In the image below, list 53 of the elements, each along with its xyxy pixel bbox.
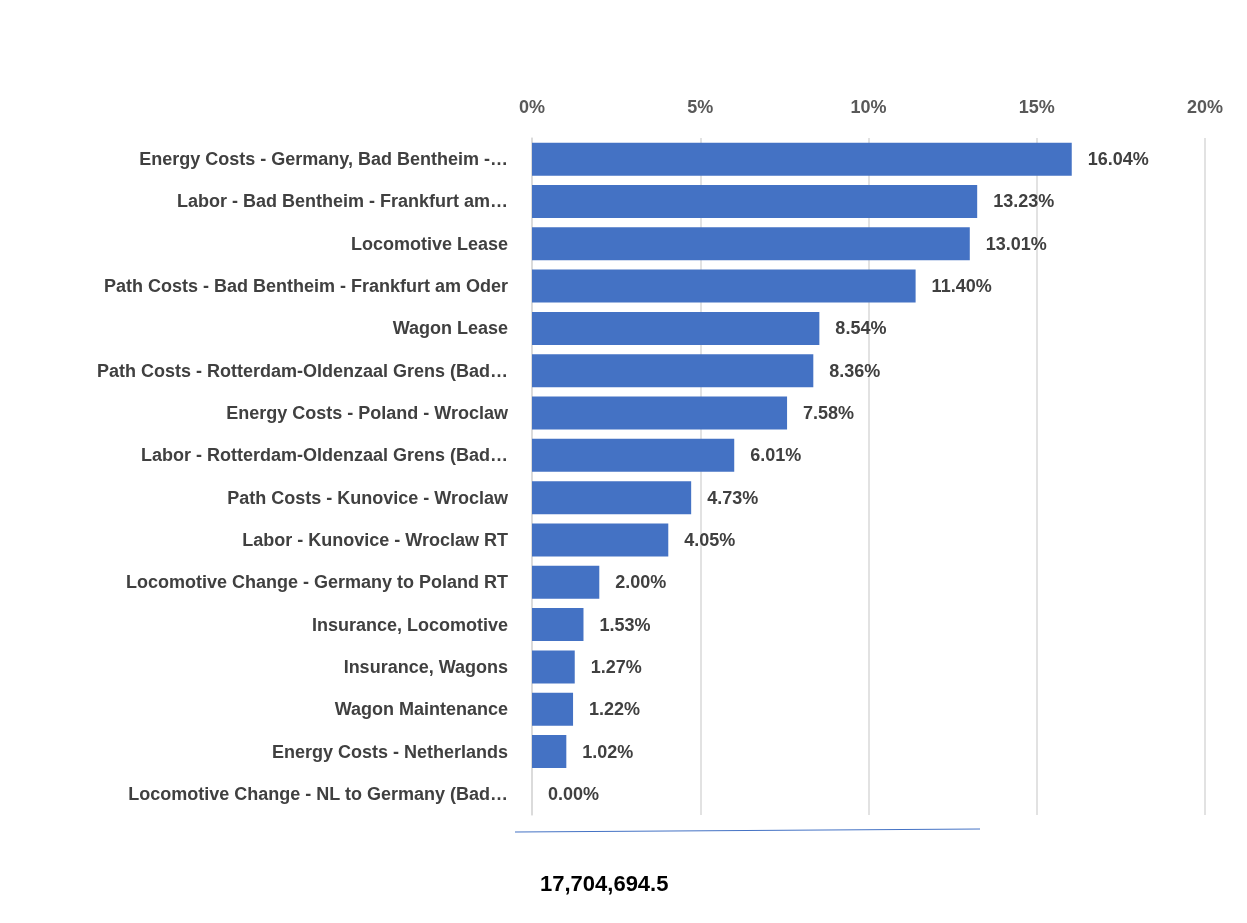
- data-label: 2.00%: [615, 572, 667, 593]
- y-tick-label: Wagon Lease: [392, 318, 508, 339]
- text: 17,704,694.5: [540, 870, 669, 896]
- y-tick-label: Energy Costs - Netherlands: [271, 741, 508, 762]
- bar: [532, 650, 575, 684]
- y-tick-label: Insurance, Locomotive: [311, 614, 508, 635]
- data-label: 7.58%: [803, 403, 855, 424]
- y-tick-label: Locomotive Change - Germany to Poland RT: [125, 572, 508, 593]
- y-tick-label: Wagon Maintenance: [334, 699, 508, 720]
- bar: [532, 354, 814, 388]
- data-label: 6.01%: [750, 445, 802, 466]
- data-label: 1.02%: [582, 741, 634, 762]
- data-label: 13.23%: [993, 191, 1055, 212]
- bar: [532, 481, 692, 515]
- data-label: 8.54%: [835, 318, 887, 339]
- data-label: 0.00%: [548, 783, 600, 804]
- data-label: 8.36%: [829, 360, 881, 381]
- y-tick-label: Locomotive Change - NL to Germany (Bad…: [128, 783, 508, 804]
- data-label: 4.05%: [684, 529, 736, 550]
- data-label: 1.53%: [599, 614, 651, 635]
- data-label: 13.01%: [985, 233, 1047, 254]
- x-tick-label: 10%: [850, 97, 887, 117]
- x-tick-label: 20%: [1186, 97, 1224, 117]
- bar: [532, 608, 584, 642]
- x-tick-label: 15%: [1018, 97, 1055, 117]
- y-tick-label: Labor - Bad Bentheim - Frankfurt am…: [176, 191, 508, 212]
- bar: [532, 396, 788, 430]
- bar: [532, 311, 820, 345]
- bar: [532, 438, 735, 472]
- y-tick-label: Path Costs - Rotterdam-Oldenzaal Grens (Bad…: [96, 360, 508, 381]
- bar: [532, 269, 916, 303]
- bar: [532, 523, 669, 557]
- y-tick-label: Energy Costs - Germany, Bad Bentheim -…: [139, 149, 508, 170]
- x-tick-label: 5%: [687, 97, 714, 117]
- data-label: 16.04%: [1087, 149, 1149, 170]
- y-tick-label: Labor - Kunovice - Wroclaw RT: [242, 529, 508, 550]
- bar: [532, 184, 978, 218]
- y-tick-label: Energy Costs - Poland - Wroclaw: [226, 403, 509, 424]
- data-label: 4.73%: [707, 487, 759, 508]
- bar: [532, 735, 567, 769]
- y-tick-label: Insurance, Wagons: [343, 656, 508, 677]
- data-label: 1.27%: [590, 656, 642, 677]
- bar: [532, 142, 1072, 176]
- data-label: 11.40%: [931, 276, 992, 297]
- bar: [532, 692, 574, 726]
- y-tick-label: Path Costs - Bad Bentheim - Frankfurt am Oder: [103, 276, 508, 297]
- x-tick-label: 0%: [518, 97, 546, 117]
- bar: [532, 565, 600, 599]
- bar: [532, 227, 970, 261]
- y-tick-label: Labor - Rotterdam-Oldenzaal Grens (Bad…: [140, 445, 508, 466]
- y-tick-label: Locomotive Lease: [350, 233, 508, 254]
- data-label: 1.22%: [589, 699, 641, 720]
- y-tick-label: Path Costs - Kunovice - Wroclaw: [227, 487, 509, 508]
